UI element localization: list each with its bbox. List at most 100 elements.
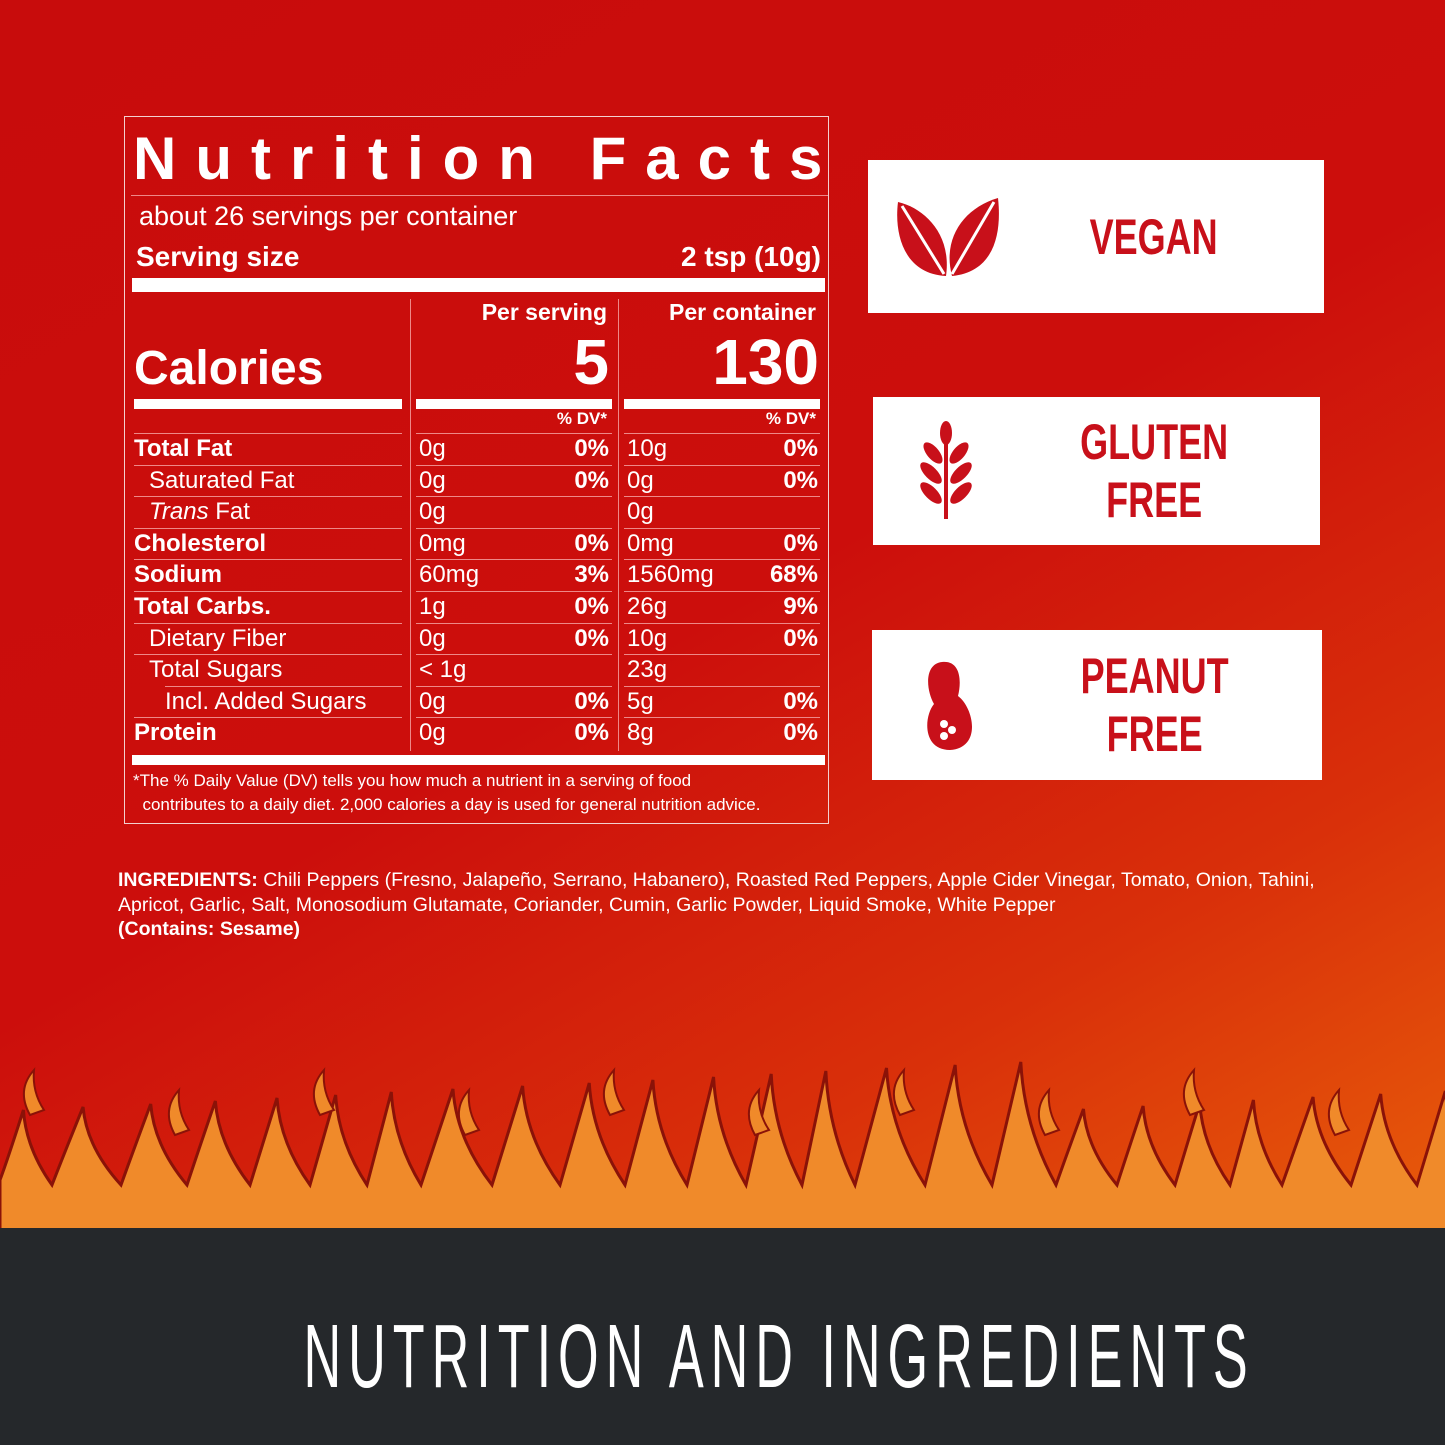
container-dv: 0% <box>783 529 818 557</box>
ingredients-label: INGREDIENTS: <box>118 869 258 891</box>
serving-amount: 0g <box>419 498 446 526</box>
container-dv: 0% <box>783 687 818 715</box>
badge-label: PEANUT FREE <box>1080 648 1229 762</box>
flame-shape <box>0 1061 1445 1240</box>
wheat-icon <box>920 421 972 519</box>
flame-tongue <box>23 1067 46 1117</box>
flame-tongue <box>313 1067 336 1117</box>
container-amount: 10g <box>627 435 668 462</box>
container-dv: 0% <box>783 624 818 652</box>
column-divider <box>410 299 411 751</box>
footer-title: NUTRITION AND INGREDIENTS <box>303 1307 1255 1407</box>
container-dv: 0% <box>783 466 818 494</box>
serving-dv: 0% <box>574 719 609 747</box>
servings-per-container: about 26 servings per container <box>139 201 518 231</box>
nutrient-name: Total Carbs. <box>134 593 271 620</box>
thick-divider <box>132 278 825 292</box>
leaves-icon <box>897 198 999 276</box>
flame-tongue <box>458 1087 481 1137</box>
serving-amount: 60mg <box>419 561 480 589</box>
nutrient-row: Total Fat 0g 0% 10g 0% <box>125 433 830 465</box>
nutrient-name: Trans Fat <box>149 498 250 526</box>
serving-dv: 0% <box>574 529 609 557</box>
calories-bar <box>416 399 612 409</box>
container-dv: 9% <box>783 593 818 620</box>
divider <box>131 195 828 196</box>
nutrient-name: Sodium <box>134 561 222 589</box>
nutrient-row: Sodium 60mg 3% 1560mg 68% <box>125 559 830 591</box>
serving-dv: 0% <box>574 593 609 620</box>
badge-label: VEGAN <box>1089 208 1218 265</box>
flame-tongue <box>1183 1067 1206 1117</box>
container-dv: 0% <box>783 435 818 462</box>
flame-tongue <box>1038 1087 1061 1137</box>
serving-amount: 0g <box>419 719 446 747</box>
nutrient-row: Total Carbs. 1g 0% 26g 9% <box>125 591 830 623</box>
calories-per-container: 130 <box>712 326 819 398</box>
nutrient-name: Total Sugars <box>149 656 283 684</box>
serving-amount: 0g <box>419 435 446 462</box>
nutrient-name: Cholesterol <box>134 529 267 557</box>
badge-gluten-free: GLUTEN FREE <box>873 397 1320 545</box>
serving-amount: 0mg <box>419 529 466 557</box>
nutrition-title: Nutrition Facts <box>133 125 842 192</box>
serving-dv: 0% <box>574 466 609 494</box>
container-amount: 0mg <box>627 529 674 557</box>
nutrient-name: Incl. Added Sugars <box>165 687 367 715</box>
nutrient-row: Trans Fat 0g 0g <box>125 496 830 528</box>
container-amount: 10g <box>627 624 668 652</box>
per-serving-label: Per serving <box>481 299 607 325</box>
serving-dv: 3% <box>574 561 609 589</box>
ingredients-list: Chili Peppers (Fresno, Jalapeño, Serrano… <box>118 869 1315 916</box>
container-amount: 1560mg <box>627 561 714 589</box>
flame-tongue <box>748 1087 771 1137</box>
flame-tongue <box>603 1067 626 1117</box>
serving-amount: 1g <box>419 593 446 620</box>
nutrient-row: Total Sugars < 1g 23g <box>125 654 830 686</box>
container-amount: 0g <box>627 466 654 494</box>
dv-label: % DV* <box>765 409 816 428</box>
calories-bar <box>624 399 820 409</box>
serving-dv: 0% <box>574 435 609 462</box>
serving-amount: 0g <box>419 687 446 715</box>
serving-amount: 0g <box>419 624 446 652</box>
nutrient-row: Incl. Added Sugars 0g 0% 5g 0% <box>125 685 830 718</box>
badge-peanut-free: PEANUT FREE <box>872 630 1322 780</box>
serving-size-label: Serving size <box>136 241 300 272</box>
serving-dv: 0% <box>574 624 609 652</box>
container-amount: 23g <box>627 656 668 684</box>
container-dv: 0% <box>783 719 818 747</box>
nutrient-name: Saturated Fat <box>149 466 295 494</box>
nutrient-name: Dietary Fiber <box>149 624 287 652</box>
flame-tongue <box>168 1087 191 1137</box>
footer-band <box>0 1228 1445 1445</box>
container-amount: 8g <box>627 719 654 747</box>
serving-amount: < 1g <box>419 656 467 684</box>
container-amount: 5g <box>627 687 654 715</box>
flame-tongue <box>893 1067 916 1117</box>
nutrition-facts-panel: Nutrition Facts about 26 servings per co… <box>124 116 829 824</box>
container-amount: 26g <box>627 593 668 620</box>
ingredients-text: INGREDIENTS: Chili Peppers (Fresno, Jala… <box>118 868 1348 942</box>
nutrient-row: Cholesterol 0mg 0% 0mg 0% <box>125 527 830 560</box>
thick-divider <box>132 755 825 765</box>
nutrient-row: Dietary Fiber 0g 0% 10g 0% <box>125 622 830 655</box>
calories-label: Calories <box>134 342 324 395</box>
badge-vegan: VEGAN <box>868 160 1324 313</box>
flame-tongue <box>1328 1087 1351 1137</box>
dv-label: % DV* <box>556 409 607 428</box>
per-container-label: Per container <box>669 299 816 325</box>
nutrient-row: Saturated Fat 0g 0% 0g 0% <box>125 464 830 497</box>
nutrient-name: Protein <box>134 719 217 747</box>
calories-per-serving: 5 <box>573 326 609 398</box>
flames-decoration <box>0 1061 1445 1240</box>
nutrient-name: Total Fat <box>134 435 233 462</box>
footnote: *The % Daily Value (DV) tells you how mu… <box>133 771 761 814</box>
nutrient-row: Protein 0g 0% 8g 0% <box>125 717 830 749</box>
badge-label: GLUTEN FREE <box>1080 414 1229 528</box>
peanut-icon <box>927 661 972 750</box>
container-amount: 0g <box>627 498 654 526</box>
calories-bar <box>134 399 402 409</box>
serving-dv: 0% <box>574 687 609 715</box>
column-divider <box>618 299 619 751</box>
